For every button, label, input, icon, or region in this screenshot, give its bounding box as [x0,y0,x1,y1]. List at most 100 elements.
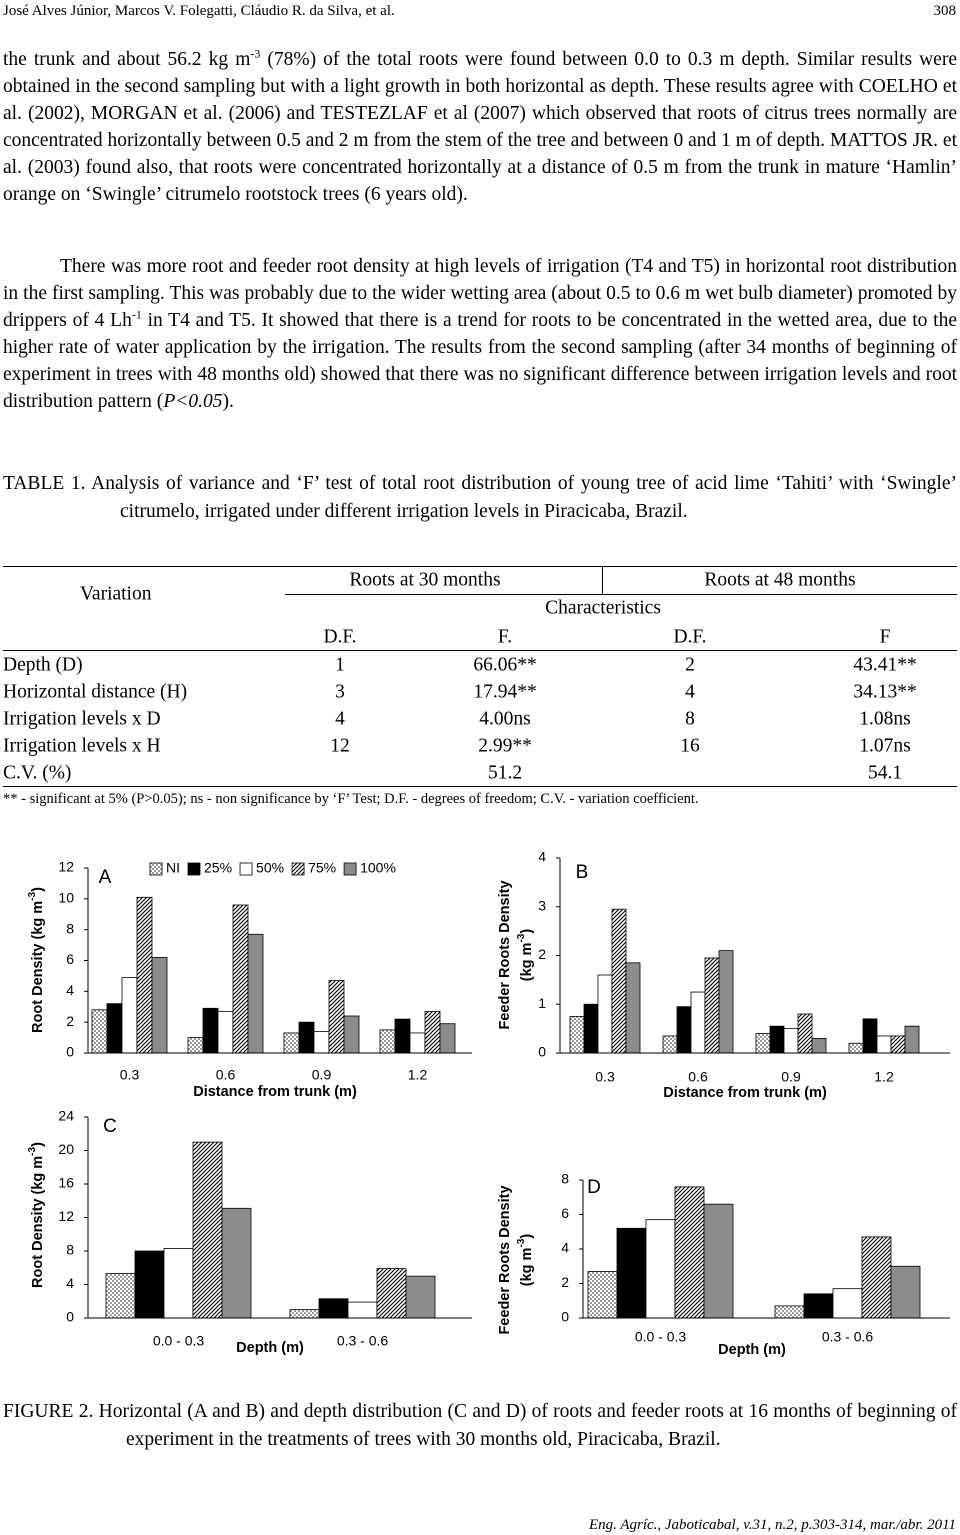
legend-swatch [239,862,253,876]
panel-label: B [576,862,589,883]
bar [755,1033,771,1054]
table-group-header: Roots at 48 months [704,569,856,591]
text-run: (78%) of the total roots were found betw… [3,49,957,205]
label-run: ) [30,887,46,892]
bar [703,1203,734,1319]
y-tick-label: 0 [538,1044,546,1060]
bar [569,1016,585,1054]
bar [232,904,249,1054]
bar [394,1018,411,1054]
running-head: José Alves Júnior, Marcos V. Folegatti, … [3,3,395,19]
text-run: There was more root and feeder root dens… [3,256,957,331]
table-cell: 1 [335,654,345,676]
x-axis-label: Distance from trunk (m) [193,1084,357,1100]
table-cell: 51.2 [487,762,523,784]
label-run: Root Density (kg m [30,901,46,1033]
bar [379,1029,396,1054]
bar [202,1007,219,1054]
bar [862,1018,878,1054]
table-cell: 1.08ns [859,708,911,730]
bar [797,1013,813,1054]
bar [163,1248,194,1319]
bar [587,1271,618,1319]
y-axis-label: (kg m-3) [516,929,535,982]
bar [876,1035,892,1054]
bar [769,1025,785,1054]
bar [611,908,627,1054]
superscript: -3 [516,933,527,942]
bar [832,1288,863,1319]
y-axis-label: (kg m-3) [516,1234,535,1287]
label-run: (kg m [519,943,535,982]
x-tick-label: 0.6 [216,1067,236,1083]
x-tick-label: 0.6 [688,1069,708,1085]
text-run: the trunk and about 56.2 kg m [3,49,251,70]
y-tick-label: 6 [66,951,74,967]
y-axis-label: Feeder Roots Density [497,1185,513,1334]
column-header: F. [497,626,513,648]
y-tick-label: 6 [561,1205,569,1221]
table-cell: 66.06** [473,654,537,676]
panel-label: A [99,867,112,888]
bar [347,1301,378,1319]
table-cell: 4 [685,681,695,703]
caption-text: Analysis of variance and ‘F’ test of tot… [91,473,957,522]
bar [221,1207,252,1319]
row-label: Irrigation levels x D [3,708,161,730]
bar [583,1003,599,1054]
bar [811,1037,827,1054]
paragraph: the trunk and about 56.2 kg m-3 (78%) of… [3,46,957,208]
legend-label: 100% [360,860,396,876]
row-label: Horizontal distance (H) [3,681,188,703]
y-tick-label: 2 [66,1013,74,1029]
x-axis-label: Depth (m) [236,1340,304,1356]
italic-text: P<0.05 [163,391,223,412]
bar [318,1298,349,1319]
bar [890,1265,921,1319]
legend-swatch [343,862,357,876]
table-caption: TABLE 1. Analysis of variance and ‘F’ te… [3,470,957,526]
panel-label: C [103,1116,117,1137]
y-tick-label: 10 [58,890,74,906]
bar [616,1227,647,1319]
bar [409,1032,426,1054]
superscript: -1 [131,307,142,322]
table-cell: 4 [335,708,345,730]
bar [247,933,264,1054]
legend-label: 25% [204,860,232,876]
y-axis-label: Root Density (kg m-3) [27,1142,46,1288]
superscript: -3 [27,1146,38,1155]
figure-label: FIGURE 2. [3,1401,94,1422]
bar [376,1268,407,1319]
y-tick-label: 0 [66,1044,74,1060]
bar [625,962,641,1054]
row-label: Irrigation levels x H [3,735,161,757]
text-run: in T4 and T5. It showed that there is a … [3,310,957,412]
x-tick-label: 0.0 - 0.3 [635,1329,687,1345]
y-axis-label: Root Density (kg m-3) [27,887,46,1033]
x-tick-label: 1.2 [874,1069,894,1085]
bar [405,1275,436,1319]
label-run: (kg m [519,1248,535,1287]
bar [645,1219,676,1319]
table-cell: 3 [335,681,345,703]
column-header: D.F. [673,626,707,648]
bar [192,1141,223,1319]
y-tick-label: 2 [538,946,546,962]
x-tick-label: 0.3 - 0.6 [822,1329,874,1345]
legend-label: 75% [308,860,336,876]
panel-label: D [587,1177,601,1198]
bar [151,957,168,1054]
bar [676,1006,692,1054]
page-number: 308 [933,3,957,19]
table-footnote: ** - significant at 5% (P>0.05); ns - no… [3,791,699,807]
x-tick-label: 0.9 [312,1067,332,1083]
bar [774,1305,805,1319]
x-tick-label: 0.9 [781,1069,801,1085]
caption-text: Horizontal (A and B) and depth distribut… [98,1401,958,1450]
legend-swatch [291,862,305,876]
column-header: D.F. [323,626,357,648]
y-tick-label: 16 [58,1175,74,1191]
table-cell: 2 [685,654,695,676]
